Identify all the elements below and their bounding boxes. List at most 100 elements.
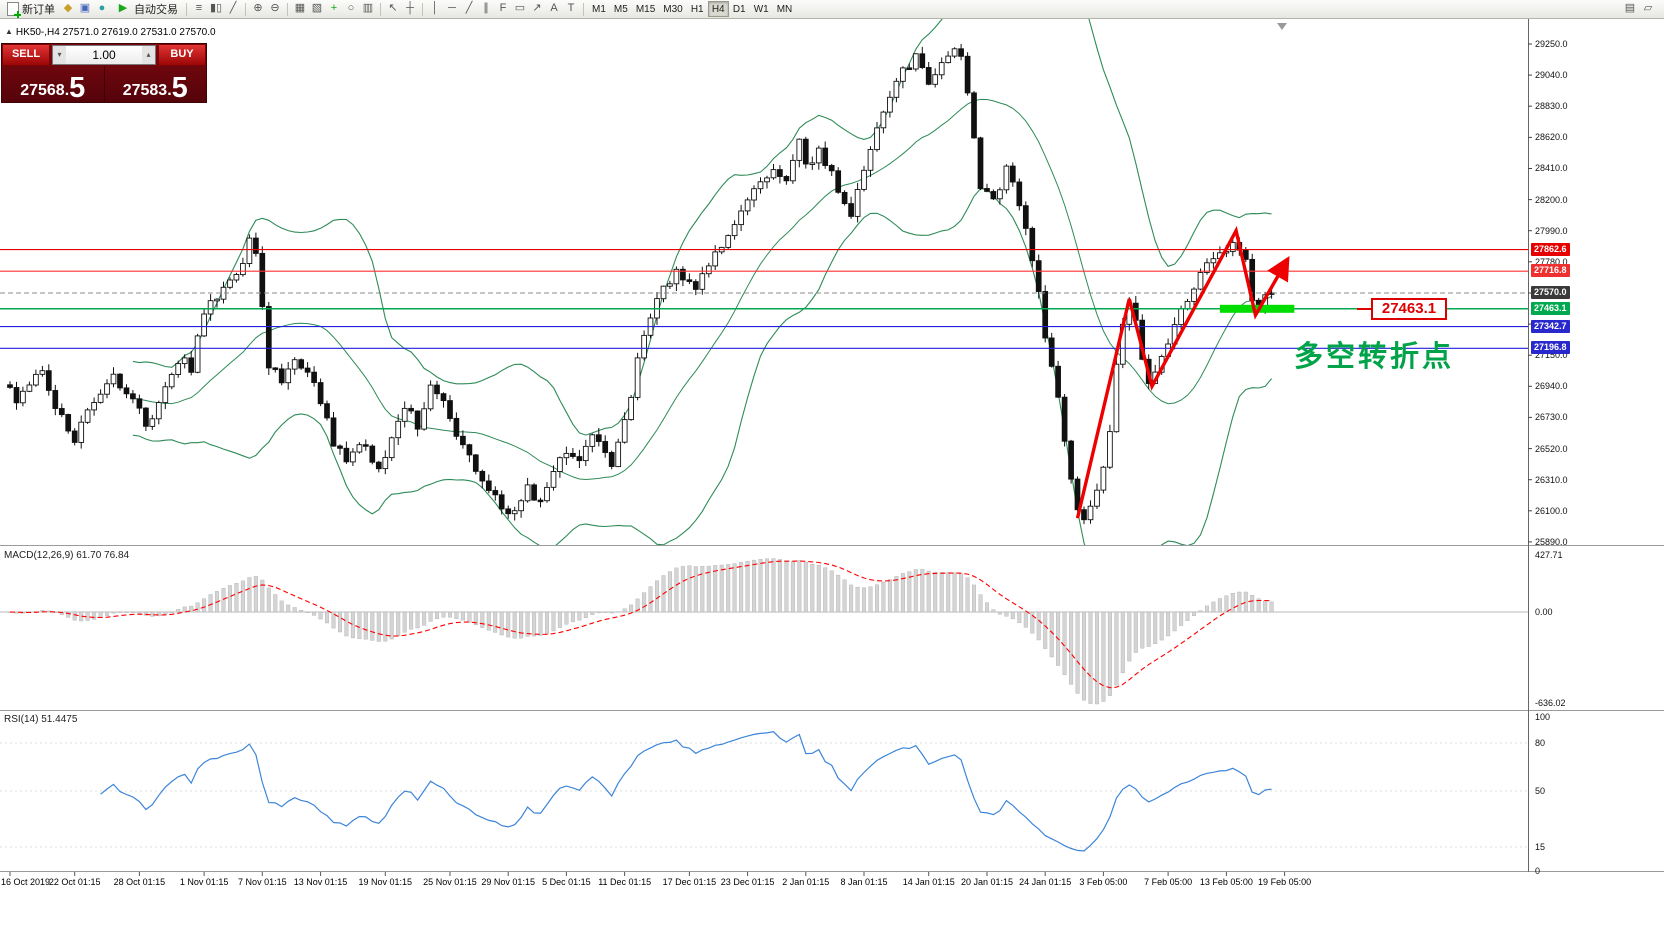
timeframe-d1-button[interactable]: D1: [732, 4, 746, 15]
rsi-axis-label: 0: [1535, 866, 1541, 876]
zoom-in-icon[interactable]: ⊕: [253, 2, 263, 14]
timeframe-m1-button[interactable]: M1: [592, 4, 606, 15]
vertical-line-icon[interactable]: │: [431, 2, 439, 14]
chart-canvas[interactable]: [0, 19, 1664, 938]
time-axis-label: 22 Oct 01:15: [48, 877, 101, 887]
shapes-icon[interactable]: ▭: [514, 2, 526, 14]
cycles-icon[interactable]: ○: [347, 2, 355, 14]
profiles-icon[interactable]: ▱: [1643, 2, 1653, 14]
crosshair-icon[interactable]: ┼: [406, 2, 414, 14]
support-zone-highlight[interactable]: [1219, 304, 1295, 313]
volume-decrease-button[interactable]: ▾: [53, 46, 66, 64]
timeframe-m15-button[interactable]: M15: [635, 4, 656, 15]
trend-arrow[interactable]: [1075, 225, 1290, 519]
volume-increase-button[interactable]: ▴: [142, 46, 155, 64]
price-axis-tick: 27990.0: [1535, 225, 1568, 236]
price-axis-tick: 26940.0: [1535, 381, 1568, 392]
text-icon[interactable]: A: [550, 2, 558, 14]
panel-collapse-icon[interactable]: ▲: [5, 27, 13, 36]
line-chart-icon[interactable]: ╱: [229, 2, 237, 14]
price-callout-line: [1357, 308, 1371, 310]
price-axis-tick: 27780.0: [1535, 256, 1568, 267]
buy-button[interactable]: BUY: [158, 44, 206, 66]
bollinger-middle-band: [132, 98, 1272, 481]
arrow-object-icon[interactable]: ↗: [532, 2, 542, 14]
time-axis-label: 19 Nov 01:15: [358, 877, 413, 887]
time-axis-label: 2 Jan 01:15: [782, 877, 830, 887]
new-order-label: 新订单: [22, 4, 55, 16]
macd-panel[interactable]: [0, 558, 1528, 705]
label-icon[interactable]: T: [567, 2, 575, 14]
volume-input[interactable]: 1.00: [92, 48, 116, 62]
cursor-icon[interactable]: ↖: [388, 2, 398, 14]
bar-chart-icon[interactable]: ≡: [195, 2, 203, 14]
toolbar-separator: [186, 2, 187, 16]
time-axis-label: 29 Nov 01:15: [481, 877, 535, 887]
trendline-icon[interactable]: ╱: [465, 2, 473, 14]
time-axis-label: 8 Jan 01:15: [840, 877, 888, 887]
time-axis-label: 20 Jan 01:15: [960, 877, 1013, 887]
timeframe-m30-button[interactable]: M30: [663, 4, 683, 15]
timeframe-toolbar: M1 M5 M15 M30 H1 H4 D1 W1 MN: [588, 1, 796, 17]
timeframe-m5-button[interactable]: M5: [613, 4, 628, 15]
rsi-axis-label: 100: [1535, 712, 1551, 722]
rsi-axis-label: 80: [1535, 738, 1546, 748]
time-axis-label: 3 Feb 05:00: [1079, 877, 1128, 887]
timeframe-w1-button[interactable]: W1: [753, 4, 769, 15]
price-level-label: 27716.8: [1531, 264, 1570, 278]
time-axis-label: 5 Dec 01:15: [542, 877, 591, 887]
bollinger-upper-band: [132, 19, 1272, 436]
channel-icon[interactable]: ∥: [483, 2, 489, 14]
autotrading-play-icon: ▶: [118, 2, 128, 14]
new-chart-icon[interactable]: ▤: [1624, 2, 1636, 14]
guides-icon[interactable]: ▣: [79, 2, 91, 14]
cascade-windows-icon[interactable]: ▧: [311, 2, 323, 14]
fibonacci-icon[interactable]: F: [499, 2, 507, 14]
price-axis-tick: 25890.0: [1535, 536, 1568, 547]
new-order-button[interactable]: 新订单: [3, 1, 59, 18]
timeframe-h4-button[interactable]: H4: [707, 1, 729, 17]
time-axis-label: 25 Nov 01:15: [423, 877, 477, 887]
tile-windows-icon[interactable]: ▦: [294, 2, 306, 14]
sell-price[interactable]: 27568. 5: [2, 66, 104, 103]
price-divider: [103, 66, 105, 103]
time-axis[interactable]: 16 Oct 2019 22 Oct 01:15 28 Oct 01:15 1 Nov…: [0, 872, 1528, 892]
price-level-label: 27196.8: [1531, 341, 1570, 355]
autotrading-button[interactable]: ▶ 自动交易: [111, 1, 182, 18]
turning-point-text[interactable]: 多空转折点: [1294, 341, 1455, 373]
zoom-out-icon[interactable]: ⊖: [270, 2, 280, 14]
timeframe-mn-button[interactable]: MN: [776, 4, 793, 15]
candlestick-chart-icon[interactable]: ▮▯: [209, 2, 223, 14]
time-axis-label: 13 Feb 05:00: [1199, 877, 1253, 887]
toolbar-right-group: ▤ ▱: [1622, 1, 1661, 17]
sell-button[interactable]: SELL: [2, 44, 50, 66]
news-icon[interactable]: ●: [98, 2, 106, 14]
price-axis[interactable]: 29250.0 29040.0 28830.0 28620.0 28410.0 28200…: [1529, 19, 1663, 872]
time-axis-label: 14 Jan 01:15: [902, 877, 955, 887]
time-axis-label: 23 Dec 01:15: [720, 877, 775, 887]
rsi-panel[interactable]: [0, 731, 1528, 852]
time-axis-label: 16 Oct 2019: [1, 877, 51, 887]
chart-shift-marker[interactable]: [1277, 23, 1287, 30]
indicators-icon[interactable]: +: [330, 2, 338, 14]
autotrading-label: 自动交易: [134, 4, 178, 16]
metaeditor-icon[interactable]: ◆: [63, 2, 73, 14]
main-chart-panel[interactable]: [0, 19, 1528, 599]
new-order-icon: [7, 2, 21, 18]
top-toolbar: 新订单 ◆ ▣ ● ▶ 自动交易 ≡ ▮▯ ╱ ⊕ ⊖ ▦ ▧ + ○ ▥ ↖ …: [0, 0, 1664, 19]
toolbar-separator: [245, 2, 246, 16]
rsi-axis-label: 15: [1535, 842, 1546, 852]
volume-control: ▾ 1.00 ▴: [52, 45, 156, 65]
price-axis-tick: 26520.0: [1535, 443, 1568, 454]
templates-icon[interactable]: ▥: [362, 2, 374, 14]
price-axis-tick: 28200.0: [1535, 194, 1568, 205]
support-price-label[interactable]: 27463.1: [1371, 298, 1447, 320]
ohlc-text: HK50-,H4 27571.0 27619.0 27531.0 27570.0: [15, 27, 216, 38]
toolbar-separator: [287, 2, 288, 16]
bollinger-lower-band: [132, 188, 1273, 545]
timeframe-h1-button[interactable]: H1: [690, 4, 704, 15]
buy-price[interactable]: 27583. 5: [105, 66, 207, 103]
price-axis-tick: 29250.0: [1535, 39, 1568, 49]
horizontal-line-icon[interactable]: ─: [448, 2, 456, 14]
price-axis-tick: 28410.0: [1535, 163, 1568, 174]
